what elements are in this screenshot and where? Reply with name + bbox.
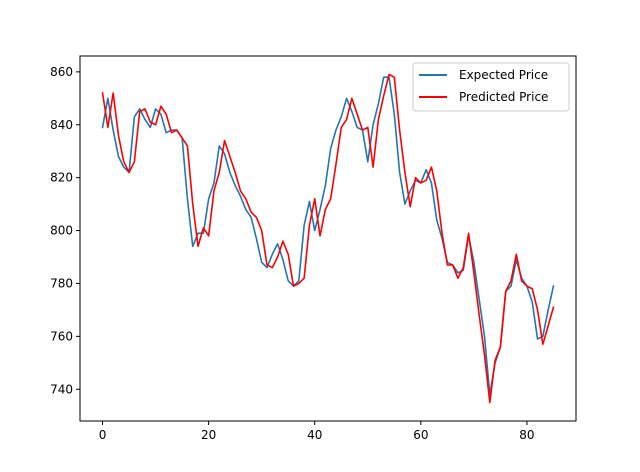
y-tick-label: 760 [50, 329, 73, 343]
y-tick-label: 820 [50, 171, 73, 185]
series-line-predicted [101, 73, 555, 404]
x-axis: 0 20 40 60 80 [99, 421, 535, 442]
y-axis: 740 760 780 800 820 840 860 [50, 65, 80, 396]
y-tick-label: 800 [50, 224, 73, 238]
x-tick-label: 0 [99, 428, 107, 442]
y-tick-label: 740 [50, 382, 73, 396]
legend: Expected Price Predicted Price [412, 62, 570, 112]
axes-frame [79, 55, 577, 422]
plot-area [101, 73, 555, 404]
y-tick-label: 780 [50, 276, 73, 290]
legend-label-expected: Expected Price [459, 68, 548, 82]
x-tick-label: 20 [201, 428, 216, 442]
x-tick-label: 40 [307, 428, 322, 442]
x-tick-label: 80 [519, 428, 534, 442]
y-tick-label: 840 [50, 118, 73, 132]
legend-label-predicted: Predicted Price [459, 90, 548, 104]
y-tick-label: 860 [50, 65, 73, 79]
legend-box [412, 62, 570, 112]
x-tick-label: 60 [413, 428, 428, 442]
